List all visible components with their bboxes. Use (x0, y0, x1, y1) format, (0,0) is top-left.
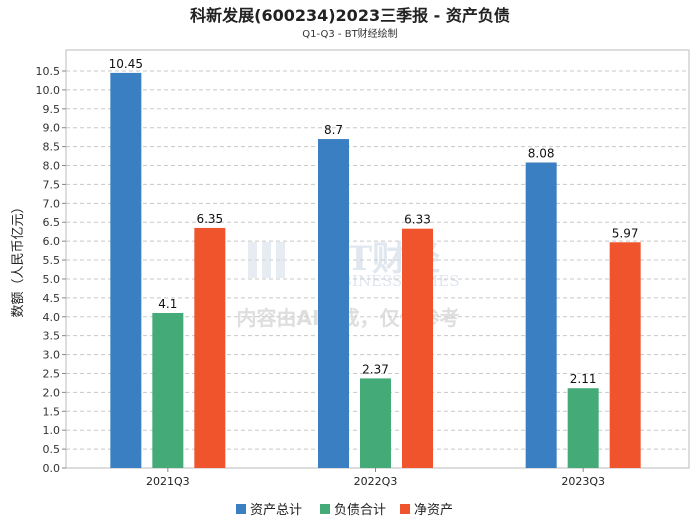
bar-value-label: 4.1 (158, 297, 177, 311)
bar-value-label: 2.11 (570, 372, 597, 386)
y-tick-label: 7.0 (43, 197, 61, 210)
bar (567, 388, 599, 468)
y-tick-label: 5.5 (43, 254, 61, 267)
bars (110, 72, 641, 469)
x-tick-label: 2021Q3 (146, 475, 190, 488)
y-tick-label: 0.5 (43, 443, 61, 456)
bar-value-label: 8.7 (324, 123, 343, 137)
y-tick-label: 2.5 (43, 367, 61, 380)
bar-value-label: 6.35 (196, 212, 223, 226)
legend: 资产总计 负债合计 净资产 (236, 503, 453, 518)
chart-subtitle: Q1-Q3 - BT财经绘制 (302, 27, 397, 40)
chart-title: 科新发展(600234)2023三季报 - 资产负债 (190, 6, 510, 25)
bar (318, 139, 349, 469)
y-tick-label: 10.5 (36, 65, 61, 78)
watermark-logo-bar (276, 242, 285, 278)
bar (152, 312, 184, 468)
y-tick-label: 9.0 (43, 122, 61, 135)
bar-value-label: 8.08 (528, 146, 555, 160)
y-tick-label: 8.5 (43, 141, 61, 154)
x-tick-label: 2022Q3 (354, 475, 398, 488)
y-tick-label: 4.0 (43, 311, 61, 324)
y-tick-label: 10.0 (36, 84, 61, 97)
y-tick-label: 5.0 (43, 273, 61, 286)
bar (525, 162, 557, 468)
bar-value-label: 5.97 (612, 226, 639, 240)
bar (194, 227, 226, 468)
bar (360, 378, 391, 468)
bar-value-label: 6.33 (404, 213, 431, 227)
y-axis-ticks: 0.0 0.5 1.0 1.5 2.0 2.5 3.0 3.5 4.0 4.5 5.0 5.5 6.0 6… (36, 65, 66, 475)
legend-label: 净资产 (414, 503, 453, 518)
legend-swatch (236, 504, 246, 514)
bar-value-label: 2.37 (362, 362, 389, 376)
y-tick-label: 1.5 (43, 405, 61, 418)
legend-label: 负债合计 (334, 503, 386, 518)
y-axis-label: 数额（人民币亿元） (11, 200, 26, 317)
y-tick-label: 9.5 (43, 103, 61, 116)
y-tick-label: 7.5 (43, 178, 61, 191)
value-labels: 10.45 4.1 6.35 8.7 2.37 6.33 8.08 2.11 5.97 (109, 57, 639, 386)
bar-value-label: 10.45 (109, 57, 143, 71)
legend-swatch (400, 504, 410, 514)
legend-swatch (320, 504, 330, 514)
y-tick-label: 1.0 (43, 424, 61, 437)
watermark-logo-bar (248, 242, 257, 278)
y-tick-label: 3.5 (43, 330, 61, 343)
bar (609, 242, 641, 468)
x-axis-labels: 2021Q3 2022Q3 2023Q3 (146, 468, 605, 488)
y-tick-label: 6.5 (43, 216, 61, 229)
y-tick-label: 3.0 (43, 349, 61, 362)
x-tick-label: 2023Q3 (561, 475, 605, 488)
bar (110, 72, 142, 468)
gridlines (66, 70, 689, 450)
bar (402, 228, 433, 468)
y-tick-label: 2.0 (43, 386, 61, 399)
y-tick-label: 8.0 (43, 160, 61, 173)
y-tick-label: 4.5 (43, 292, 61, 305)
y-tick-label: 0.0 (43, 462, 61, 475)
y-tick-label: 6.0 (43, 235, 61, 248)
legend-label: 资产总计 (250, 503, 302, 518)
watermark-logo-bar (262, 242, 271, 278)
